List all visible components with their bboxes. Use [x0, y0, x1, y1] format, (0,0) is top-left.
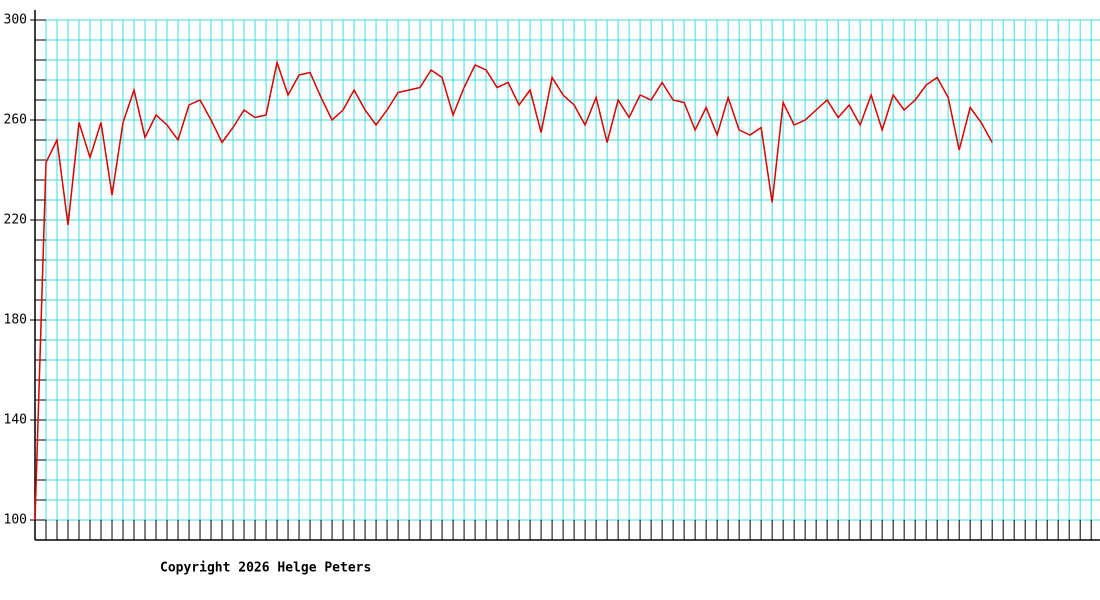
y-tick-label: 180: [4, 313, 27, 328]
y-tick-label: 100: [4, 513, 27, 528]
copyright: Copyright 2026 Helge Peters: [160, 561, 371, 576]
y-tick-label: 300: [4, 13, 27, 28]
y-tick-label: 140: [4, 413, 27, 428]
data-line: [34, 59, 993, 521]
y-tick-label: 220: [4, 213, 27, 228]
y-tick-label: 260: [4, 113, 27, 128]
